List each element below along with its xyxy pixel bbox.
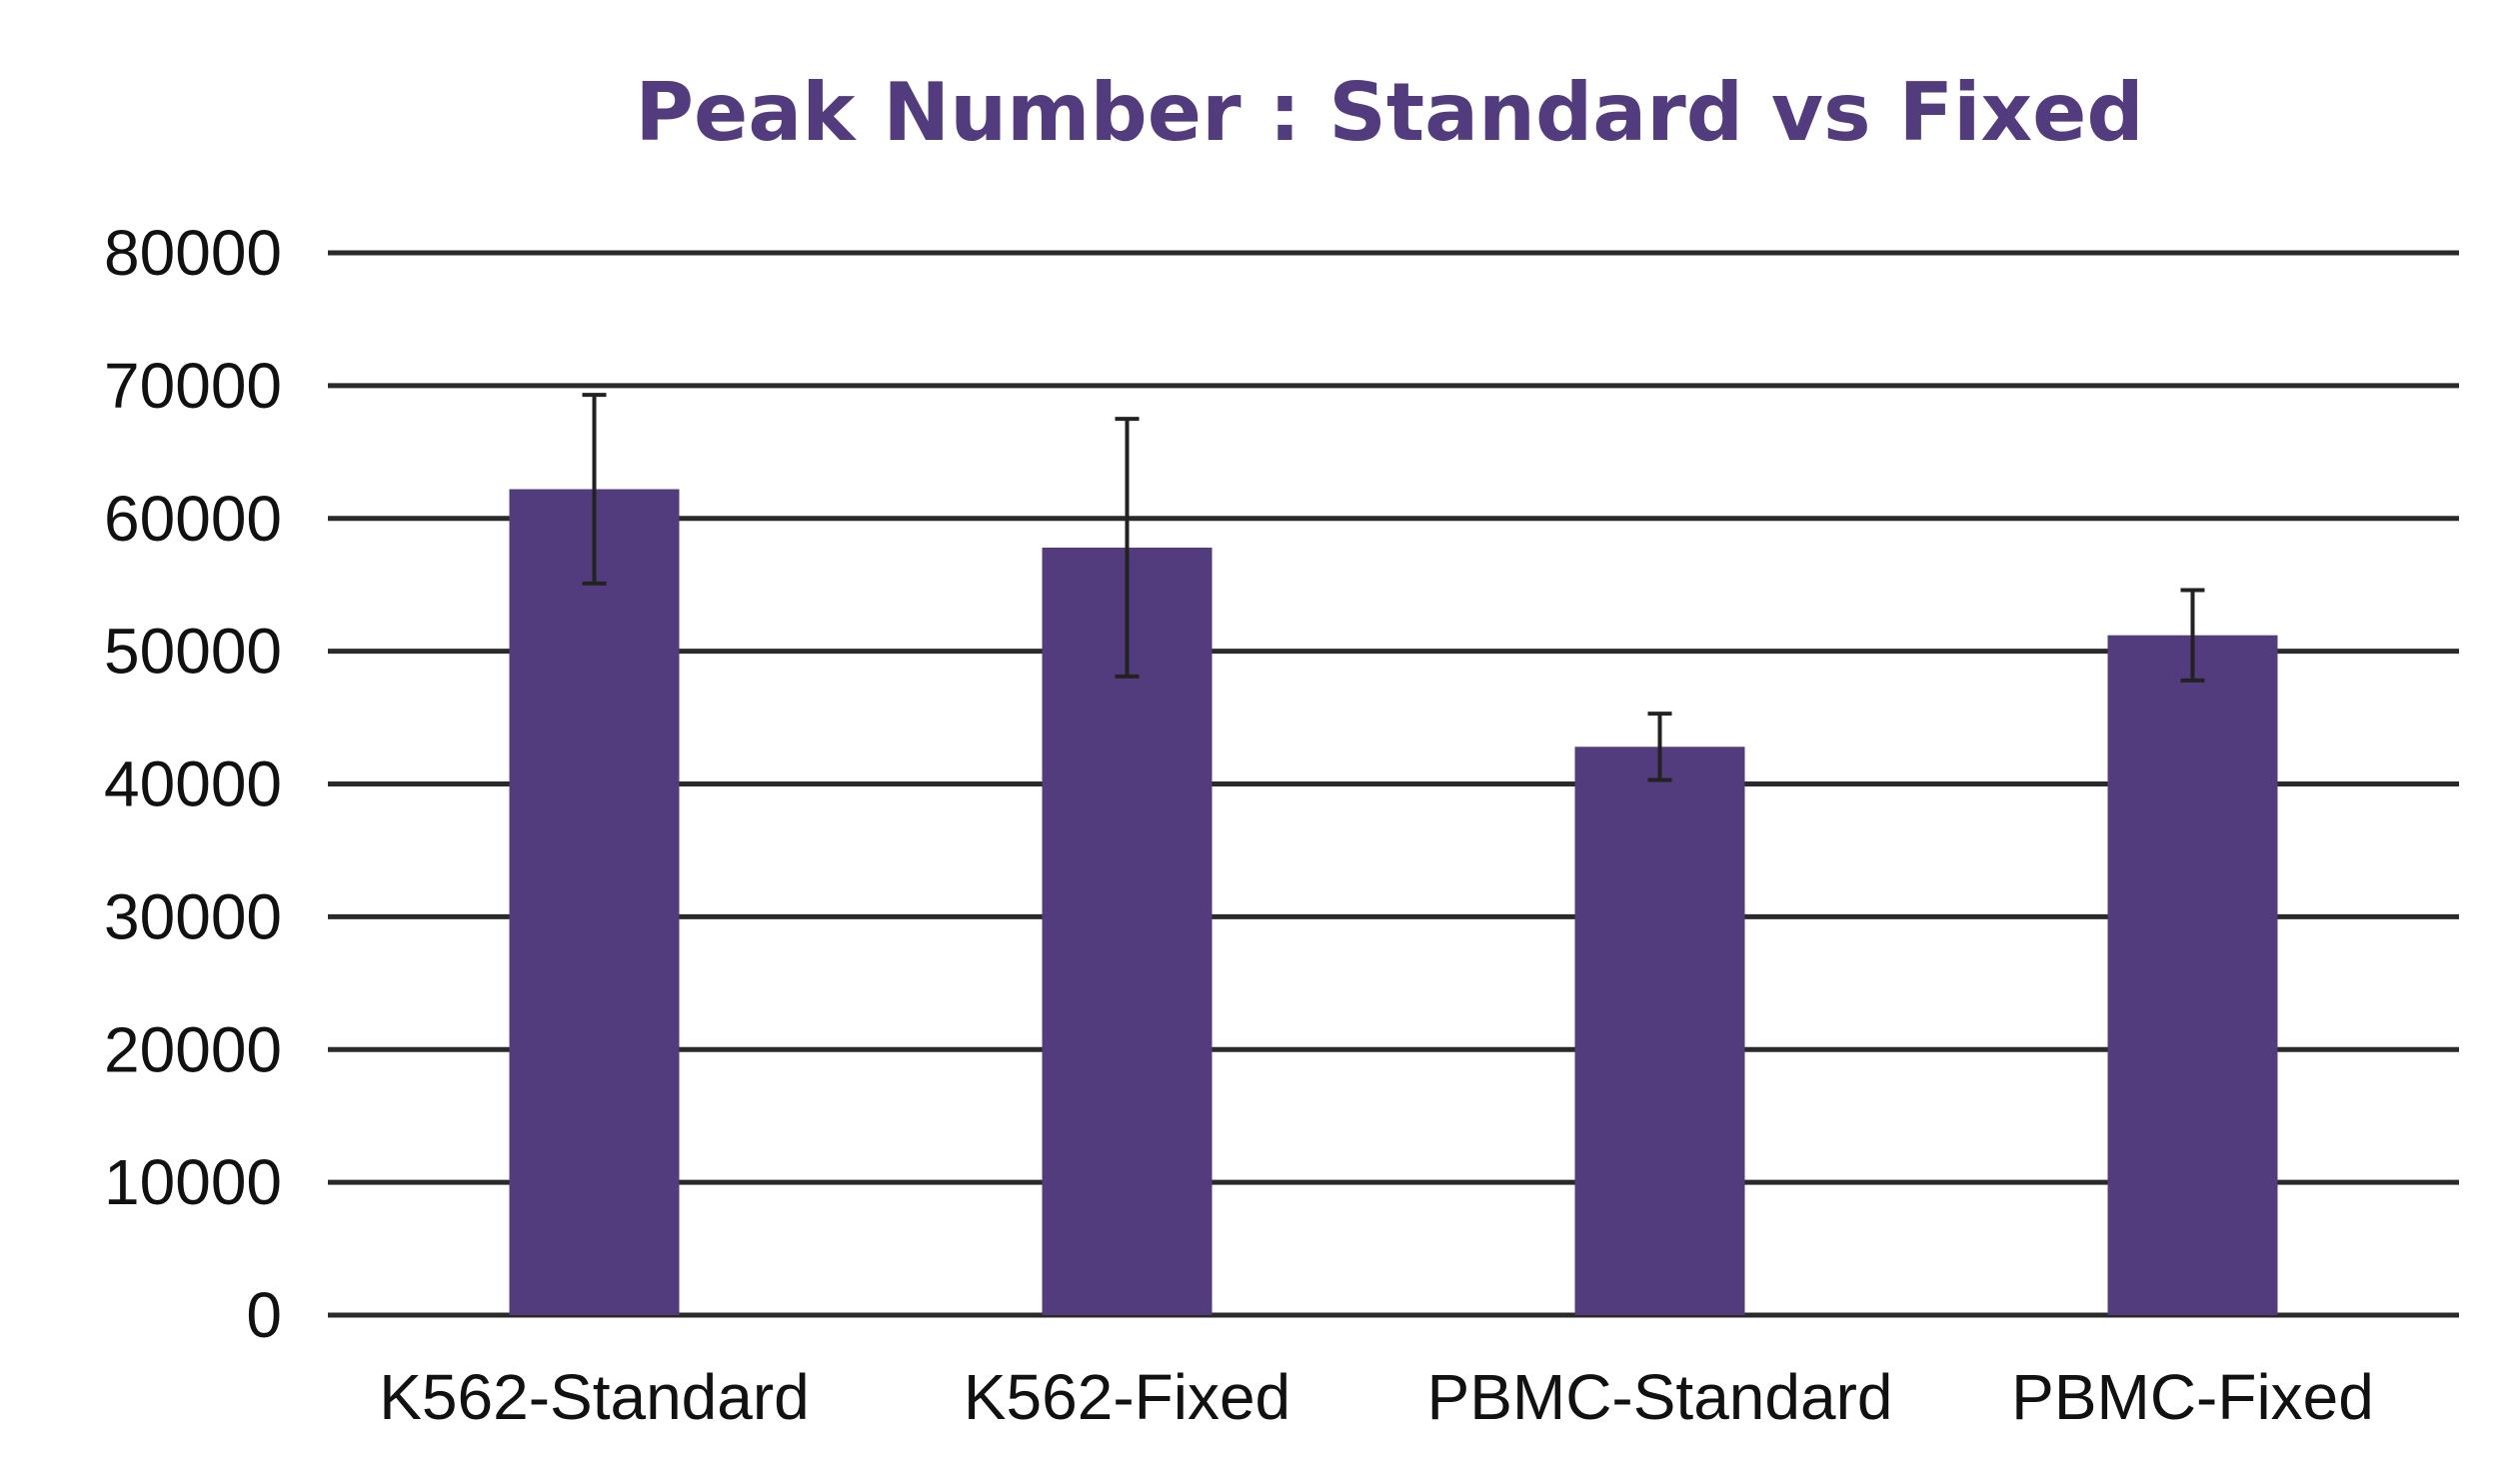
error-bar (1647, 712, 1672, 782)
error-bar (2180, 588, 2205, 683)
y-tick-label: 20000 (104, 1013, 282, 1085)
y-tick-label: 0 (246, 1279, 282, 1351)
error-bars (582, 393, 2205, 782)
x-tick-label: K562-Standard (379, 1361, 810, 1433)
y-axis-ticks: 0 10000 20000 30000 40000 50000 60000 70000 8000… (104, 217, 282, 1351)
chart-title: Peak Number : Standard vs Fixed (635, 66, 2143, 159)
y-tick-label: 70000 (104, 350, 282, 422)
y-tick-label: 30000 (104, 880, 282, 952)
y-tick-label: 50000 (104, 616, 282, 688)
y-tick-label: 60000 (104, 483, 282, 555)
x-tick-label: K562-Fixed (964, 1361, 1290, 1433)
error-bar (582, 393, 607, 586)
bar (2107, 635, 2278, 1315)
y-tick-label: 10000 (104, 1146, 282, 1218)
x-tick-label: PBMC-Standard (1427, 1361, 1893, 1433)
x-axis-ticks: K562-Standard K562-Fixed PBMC-Standard PBMC… (379, 1361, 2374, 1433)
x-tick-label: PBMC-Fixed (2011, 1361, 2374, 1433)
gridlines (328, 250, 2459, 1318)
bars (509, 489, 2278, 1316)
error-bar (1115, 417, 1140, 679)
bar (509, 489, 680, 1316)
bar (1574, 746, 1745, 1315)
y-tick-label: 80000 (104, 217, 282, 289)
y-tick-label: 40000 (104, 748, 282, 820)
